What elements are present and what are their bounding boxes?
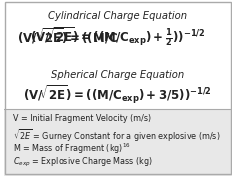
FancyBboxPatch shape [4, 0, 232, 109]
Text: V = Initial Fragment Velocity (m/s): V = Initial Fragment Velocity (m/s) [13, 114, 151, 122]
FancyBboxPatch shape [4, 109, 232, 176]
Text: $\mathbf{(V/\sqrt{2E}) = ((M/C}$: $\mathbf{(V/\sqrt{2E}) = ((M/C}$ [17, 26, 118, 46]
Text: $\mathbf{(V/\!\sqrt{2E}) = ((M/C_{exp}) + 3/5))^{-1/2}}$: $\mathbf{(V/\!\sqrt{2E}) = ((M/C_{exp}) … [23, 83, 212, 106]
Text: $\mathbf{(V/\!\sqrt{2E}) = ((M/C_{exp}) + \frac{1}{2}))^{-1/2}}$: $\mathbf{(V/\!\sqrt{2E}) = ((M/C_{exp}) … [30, 25, 206, 48]
Text: Cylindrical Charge Equation: Cylindrical Charge Equation [48, 11, 187, 21]
Text: $\sqrt{2E}$ = Gurney Constant for a given explosive (m/s): $\sqrt{2E}$ = Gurney Constant for a give… [13, 128, 220, 144]
Text: $C_{exp}$ = Explosive Charge Mass (kg): $C_{exp}$ = Explosive Charge Mass (kg) [13, 156, 152, 169]
Text: Spherical Charge Equation: Spherical Charge Equation [51, 70, 184, 80]
Text: M = Mass of Fragment (kg)$^{16}$: M = Mass of Fragment (kg)$^{16}$ [13, 142, 131, 156]
